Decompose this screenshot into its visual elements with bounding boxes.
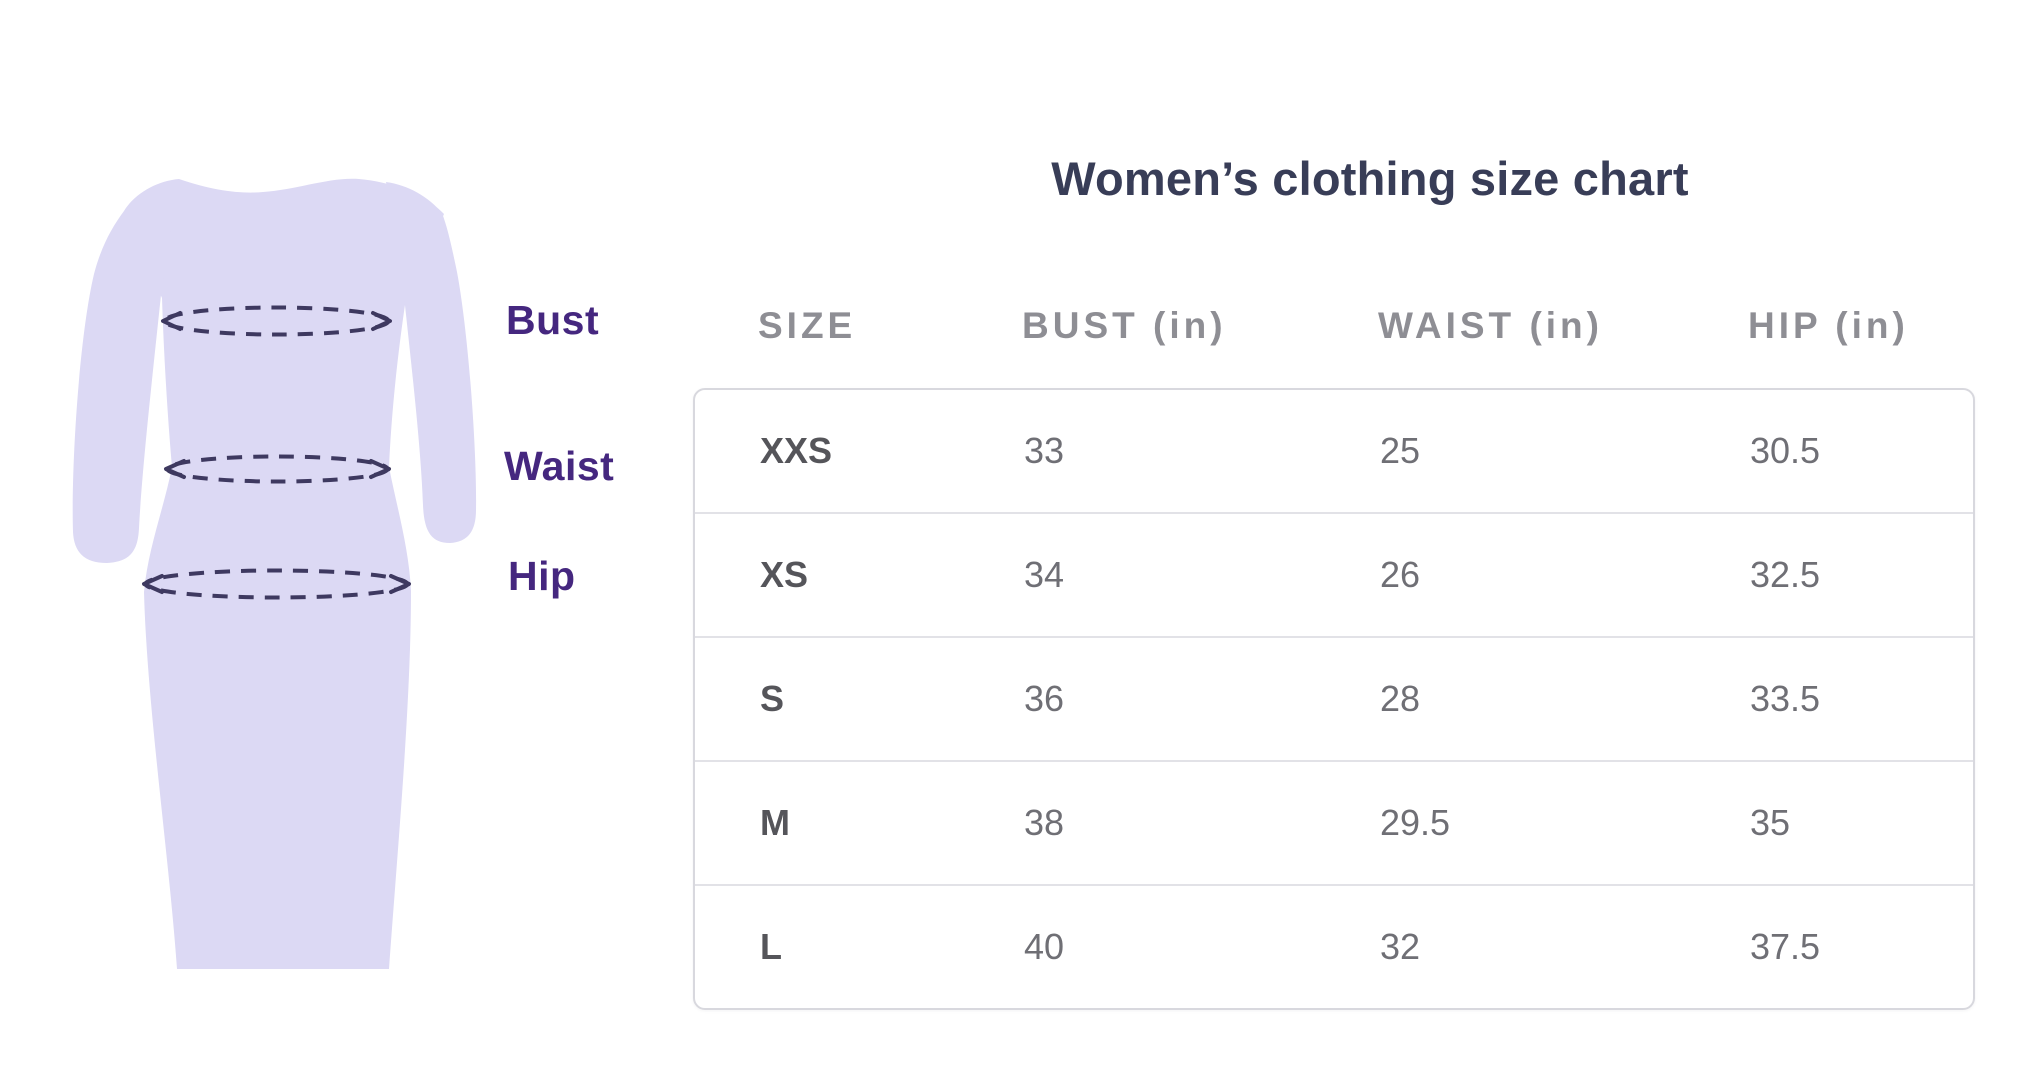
- size-cell: S: [760, 678, 785, 719]
- waist-cell: 32: [1380, 926, 1421, 967]
- dress-body: [123, 178, 444, 970]
- bust-arrow-left-icon: [161, 311, 182, 331]
- waist-cell: 25: [1380, 430, 1421, 471]
- hip-cell: 33.5: [1750, 678, 1821, 719]
- size-cell: L: [760, 926, 782, 967]
- bust-cell: 36: [1024, 678, 1065, 719]
- dress-right-sleeve: [386, 182, 477, 543]
- bust-arrow-right-icon: [371, 311, 392, 331]
- bust-cell: 34: [1024, 554, 1065, 595]
- waist-arrow-right-icon: [369, 459, 391, 479]
- table-row: XXS 33 25 30.5: [695, 390, 1973, 512]
- waist-arrow-left-icon: [164, 459, 186, 479]
- column-header-size: SIZE: [758, 305, 857, 346]
- table-row: S 36 28 33.5: [695, 636, 1973, 760]
- column-header-waist: WAIST (in): [1378, 305, 1603, 346]
- waist-cell: 29.5: [1380, 802, 1451, 843]
- bust-cell: 38: [1024, 802, 1065, 843]
- column-header-hip: HIP (in): [1748, 305, 1909, 346]
- page-title: Women’s clothing size chart: [1051, 152, 1689, 205]
- hip-label: Hip: [508, 553, 576, 599]
- dress-left-sleeve: [72, 180, 180, 563]
- bust-label: Bust: [506, 297, 600, 343]
- waist-cell: 26: [1380, 554, 1421, 595]
- waist-label: Waist: [504, 443, 615, 489]
- waist-cell: 28: [1380, 678, 1421, 719]
- dress-illustration: [72, 178, 477, 970]
- table-row: XS 34 26 32.5: [695, 512, 1973, 636]
- hip-arrow-right-icon: [389, 574, 411, 594]
- hip-arrow-left-icon: [142, 574, 164, 594]
- hip-cell: 32.5: [1750, 554, 1821, 595]
- table-header-row: SIZE BUST (in) WAIST (in) HIP (in): [693, 301, 1975, 351]
- size-cell: XXS: [760, 430, 833, 471]
- hip-cell: 30.5: [1750, 430, 1821, 471]
- hip-cell: 37.5: [1750, 926, 1821, 967]
- column-header-bust: BUST (in): [1022, 305, 1227, 346]
- table-row: M 38 29.5 35: [695, 760, 1973, 884]
- size-cell: M: [760, 802, 790, 843]
- bust-cell: 33: [1024, 430, 1065, 471]
- hip-cell: 35: [1750, 802, 1791, 843]
- bust-cell: 40: [1024, 926, 1065, 967]
- table-row: L 40 32 37.5: [695, 884, 1973, 1008]
- size-table: XXS 33 25 30.5 XS 34 26 32.5 S 36 28 33.…: [693, 388, 1975, 1010]
- size-cell: XS: [760, 554, 809, 595]
